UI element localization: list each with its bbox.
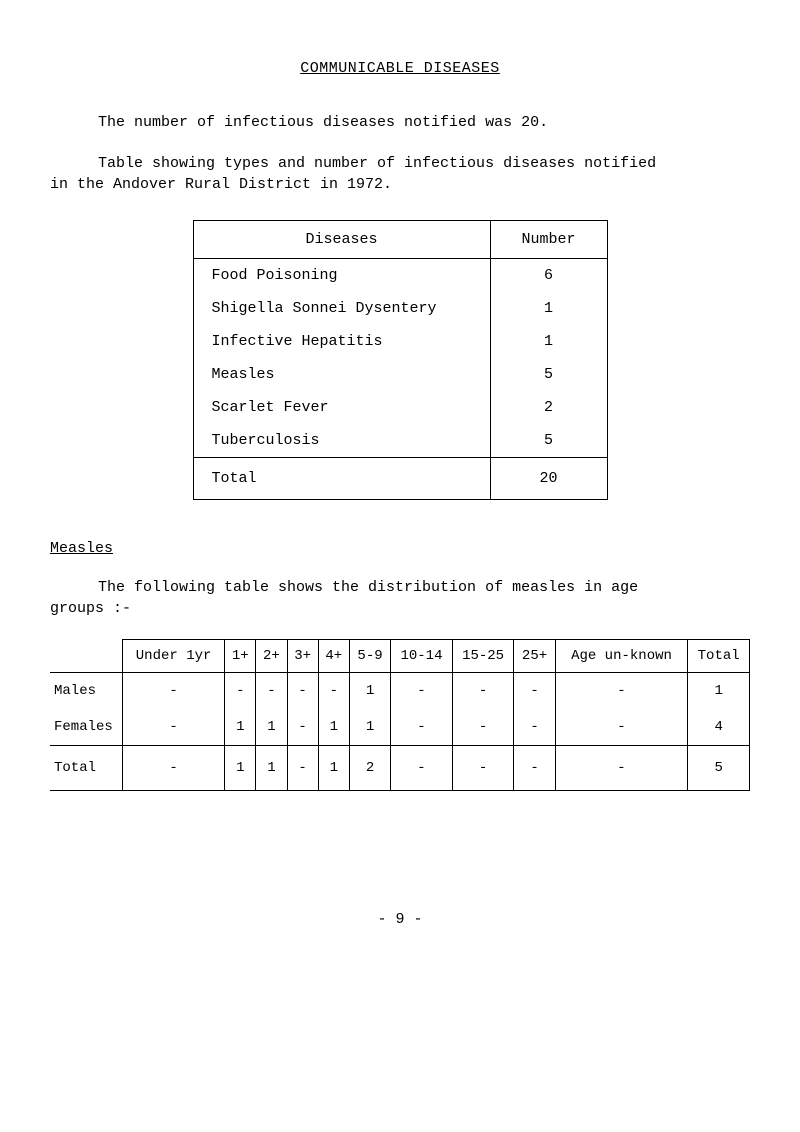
measles-cell: - (555, 709, 688, 746)
measles-col-header: 10-14 (391, 640, 453, 673)
measles-col-blank (50, 640, 123, 673)
page-number: - 9 - (50, 911, 750, 928)
measles-cell: - (287, 673, 318, 710)
measles-cell: 1 (225, 709, 256, 746)
measles-total-cell: - (452, 746, 514, 791)
measles-row-label: Males (50, 673, 123, 710)
measles-heading: Measles (50, 540, 750, 557)
measles-cell: - (391, 709, 453, 746)
disease-name: Measles (193, 358, 490, 391)
measles-cell: - (123, 709, 225, 746)
measles-total-cell: - (123, 746, 225, 791)
measles-cell: - (452, 709, 514, 746)
intro-2b: in the Andover Rural District in 1972. (50, 176, 392, 193)
measles-cell: - (514, 673, 555, 710)
diseases-total-label: Total (193, 458, 490, 500)
disease-number: 5 (490, 358, 607, 391)
measles-cell: 1 (688, 673, 750, 710)
measles-total-cell: - (391, 746, 453, 791)
measles-intro: The following table shows the distributi… (50, 577, 750, 619)
measles-col-header: 5-9 (349, 640, 390, 673)
measles-cell: 1 (349, 673, 390, 710)
measles-col-header: 2+ (256, 640, 287, 673)
intro-paragraph-1: The number of infectious diseases notifi… (50, 112, 750, 133)
disease-number: 1 (490, 325, 607, 358)
measles-cell: 1 (349, 709, 390, 746)
measles-cell: 1 (256, 709, 287, 746)
measles-cell: - (256, 673, 287, 710)
disease-name: Food Poisoning (193, 259, 490, 293)
measles-col-header: 25+ (514, 640, 555, 673)
measles-cell: - (555, 673, 688, 710)
measles-total-cell: 1 (318, 746, 349, 791)
diseases-total-value: 20 (490, 458, 607, 500)
diseases-header-col2: Number (490, 221, 607, 259)
measles-col-header: 3+ (287, 640, 318, 673)
measles-col-header: 15-25 (452, 640, 514, 673)
measles-cell: - (287, 709, 318, 746)
measles-col-header: 1+ (225, 640, 256, 673)
intro-paragraph-2: Table showing types and number of infect… (50, 153, 750, 195)
disease-name: Shigella Sonnei Dysentery (193, 292, 490, 325)
measles-total-cell: 1 (225, 746, 256, 791)
measles-col-header: 4+ (318, 640, 349, 673)
measles-cell: - (225, 673, 256, 710)
diseases-header-col1: Diseases (193, 221, 490, 259)
disease-name: Infective Hepatitis (193, 325, 490, 358)
measles-cell: - (123, 673, 225, 710)
disease-number: 2 (490, 391, 607, 424)
disease-number: 5 (490, 424, 607, 458)
measles-total-cell: 2 (349, 746, 390, 791)
measles-cell: 1 (318, 709, 349, 746)
measles-intro-b: groups :- (50, 600, 131, 617)
measles-table: Under 1yr 1+ 2+ 3+ 4+ 5-9 10-14 15-25 25… (50, 639, 750, 791)
measles-total-cell: - (514, 746, 555, 791)
measles-cell: - (391, 673, 453, 710)
measles-cell: 4 (688, 709, 750, 746)
disease-number: 1 (490, 292, 607, 325)
intro-2a: Table showing types and number of infect… (50, 153, 656, 174)
measles-total-cell: - (555, 746, 688, 791)
measles-intro-a: The following table shows the distributi… (50, 577, 638, 598)
measles-col-header: Under 1yr (123, 640, 225, 673)
measles-cell: - (318, 673, 349, 710)
page-title: COMMUNICABLE DISEASES (50, 60, 750, 77)
measles-total-cell: - (287, 746, 318, 791)
measles-total-cell: 1 (256, 746, 287, 791)
disease-name: Tuberculosis (193, 424, 490, 458)
measles-col-header: Total (688, 640, 750, 673)
disease-name: Scarlet Fever (193, 391, 490, 424)
measles-row-label: Females (50, 709, 123, 746)
measles-cell: - (452, 673, 514, 710)
measles-col-header: Age un-known (555, 640, 688, 673)
measles-cell: - (514, 709, 555, 746)
diseases-table: Diseases Number Food Poisoning 6 Shigell… (193, 220, 608, 500)
disease-number: 6 (490, 259, 607, 293)
measles-total-cell: 5 (688, 746, 750, 791)
measles-total-label: Total (50, 746, 123, 791)
